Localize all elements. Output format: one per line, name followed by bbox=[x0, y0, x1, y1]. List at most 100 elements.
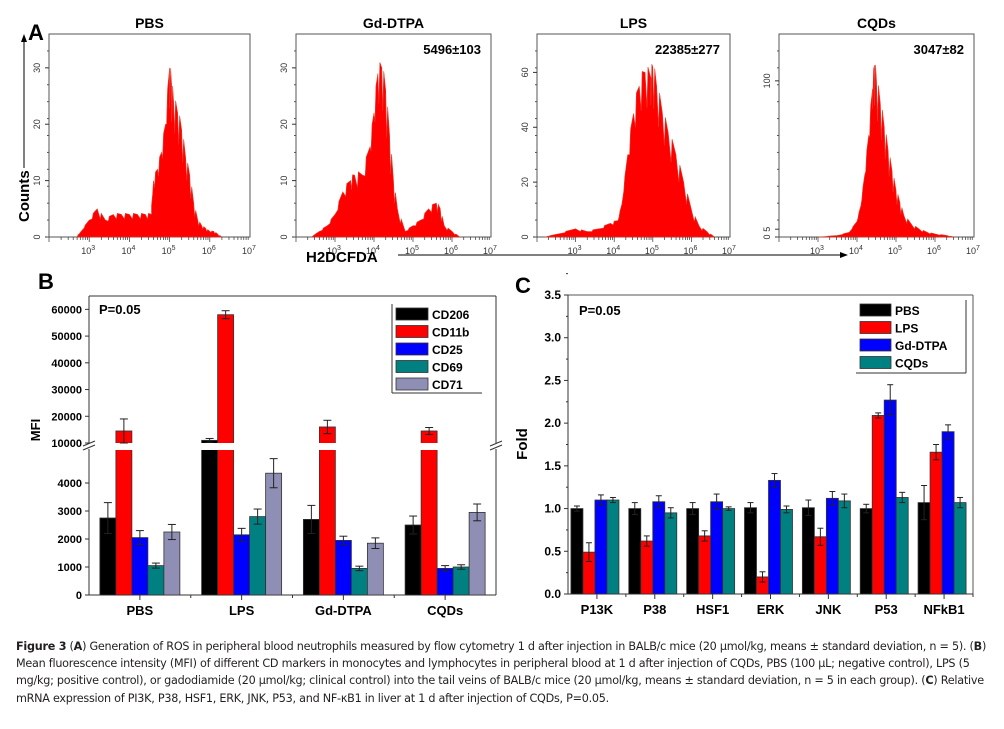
legend-swatch-cd11b bbox=[395, 325, 429, 338]
bar-cqds bbox=[664, 512, 678, 595]
legend-swatch-cd25 bbox=[395, 342, 429, 356]
y-axis-arrow-head-icon bbox=[21, 34, 27, 42]
legend-swatch-cd71 bbox=[395, 377, 429, 391]
bar-gd-dtpa bbox=[594, 499, 608, 595]
x-tick-label: 106 bbox=[444, 245, 458, 256]
y-axis-label-fold: Fold bbox=[514, 428, 531, 460]
y-axis-label-counts: Counts bbox=[16, 170, 33, 222]
y-tick-label: 10 bbox=[32, 176, 42, 186]
histogram-area bbox=[817, 64, 955, 238]
bar-gd-dtpa bbox=[941, 431, 955, 595]
axis-break-mark bbox=[489, 444, 503, 451]
y-tick-label: 30000 bbox=[51, 385, 82, 397]
bar-cd69 bbox=[350, 568, 368, 596]
bar-cd25 bbox=[131, 537, 149, 596]
bar-cd71 bbox=[265, 472, 283, 596]
y-tick-label: 40 bbox=[520, 122, 530, 132]
bar-cd71 bbox=[468, 512, 486, 596]
legend-label: CD206 bbox=[432, 308, 470, 322]
bar-gd-dtpa bbox=[883, 399, 897, 595]
legend-label: Gd-DTPA bbox=[895, 339, 948, 353]
caption-text: ) Relative mRNA expression of PI3K, P38,… bbox=[16, 674, 984, 705]
x-tick-label: 105 bbox=[405, 245, 419, 256]
bar-gd-dtpa bbox=[768, 479, 781, 595]
bar-cqds bbox=[953, 502, 967, 595]
bar-gd-dtpa bbox=[652, 501, 666, 595]
legend-swatch-pbs bbox=[859, 303, 892, 317]
bar-cd206 bbox=[404, 524, 422, 596]
y-tick-label: 20000 bbox=[51, 411, 82, 423]
panel-label-a: A bbox=[28, 20, 44, 45]
histogram-area bbox=[544, 64, 716, 238]
axis-break-mark bbox=[489, 440, 503, 447]
y-tick-label: 30 bbox=[279, 63, 289, 73]
x-tick-label: 107 bbox=[242, 245, 256, 256]
x-tick-label: 104 bbox=[849, 245, 863, 256]
histogram-cqds: CQDs 0 5 100 103 104 105 106 107 3047±82 bbox=[762, 15, 980, 256]
legend-swatch-lps bbox=[859, 321, 892, 334]
bar-cqds bbox=[895, 497, 909, 595]
x-tick-label: 106 bbox=[927, 245, 941, 256]
y-tick-label: 60000 bbox=[51, 304, 82, 316]
panel-b: B 10000 20000 30000 40000 50000 60000 0 1000 2000… bbox=[28, 269, 503, 618]
y-tick-label: 5 bbox=[762, 227, 772, 232]
bar-cqds bbox=[837, 500, 851, 595]
y-tick-label: 30 bbox=[32, 63, 42, 73]
x-tick-label: 103 bbox=[568, 245, 582, 256]
x-tick-label: LPS bbox=[229, 603, 255, 618]
bar-cd11b bbox=[420, 430, 438, 596]
x-tick-label: 103 bbox=[327, 245, 341, 256]
x-tick-label: 106 bbox=[202, 245, 216, 256]
x-tick-label: PBS bbox=[127, 603, 154, 618]
y-tick-label: 1.5 bbox=[544, 459, 561, 473]
x-tick-label: 104 bbox=[606, 245, 620, 256]
histogram-title: Gd-DTPA bbox=[363, 15, 424, 31]
panel-c: C 0.0 0.5 1.0 1.5 2.0 2.5 3.0 3.5 Fold P=0.05 P13K P… bbox=[514, 273, 974, 617]
panel-label-b: B bbox=[38, 269, 54, 294]
figure-caption: Figure 3 (A) Generation of ROS in periph… bbox=[16, 638, 991, 707]
p-value-annotation: P=0.05 bbox=[579, 303, 621, 318]
figure-3-canvas: A Counts PBS 0 10 20 30 103 104 105 106 107 Gd-DTPA 0… bbox=[16, 15, 980, 618]
y-axis-label-mfi: MFI bbox=[28, 419, 43, 441]
bar-break-gap bbox=[114, 443, 133, 450]
bar-pbs bbox=[686, 508, 700, 595]
x-tick-label: CQDs bbox=[427, 603, 463, 618]
legend-label: CD69 bbox=[432, 361, 463, 375]
legend-label: CQDs bbox=[895, 357, 929, 371]
x-axis-arrow-head-icon bbox=[840, 252, 848, 258]
y-tick-label: 50000 bbox=[51, 331, 82, 343]
bar-break-gap bbox=[216, 443, 235, 450]
x-axis-label-h2dcfda: H2DCFDA bbox=[306, 249, 378, 266]
panel-label-c: C bbox=[515, 273, 531, 298]
x-tick-label: P38 bbox=[643, 602, 666, 617]
y-tick-label: 20 bbox=[520, 177, 530, 187]
legend-label: CD25 bbox=[432, 343, 463, 357]
legend-swatch-gd-dtpa bbox=[859, 338, 892, 352]
x-tick-label: 105 bbox=[645, 245, 659, 256]
caption-text: ) Mean fluorescence intensity (MFI) of d… bbox=[16, 640, 987, 688]
y-tick-label: 40000 bbox=[51, 358, 82, 370]
axis-break-gap bbox=[490, 443, 502, 449]
y-tick-label: 0 bbox=[32, 234, 42, 239]
bar-lps bbox=[640, 540, 654, 595]
bar-cd206 bbox=[201, 439, 219, 596]
x-tick-label: HSF1 bbox=[696, 602, 729, 617]
legend-swatch-cd206 bbox=[395, 307, 429, 321]
bar-cd71 bbox=[366, 542, 384, 596]
x-tick-label: Gd-DTPA bbox=[315, 603, 372, 618]
bar-lps bbox=[929, 451, 943, 595]
bar-gd-dtpa bbox=[825, 497, 839, 595]
bar-cqds bbox=[606, 499, 620, 595]
legend-label: LPS bbox=[895, 322, 918, 336]
legend-label: CD71 bbox=[432, 378, 463, 392]
bar-cqds bbox=[722, 508, 736, 595]
y-tick-label: 0 bbox=[76, 590, 82, 602]
bar-pbs bbox=[801, 507, 815, 595]
y-tick-label: 20 bbox=[32, 119, 42, 129]
y-tick-label: 1.0 bbox=[544, 502, 561, 516]
bar-cd69 bbox=[452, 566, 470, 596]
bar-pbs bbox=[859, 508, 873, 595]
x-tick-label: 107 bbox=[966, 245, 980, 256]
bar-break-gap bbox=[318, 443, 337, 450]
